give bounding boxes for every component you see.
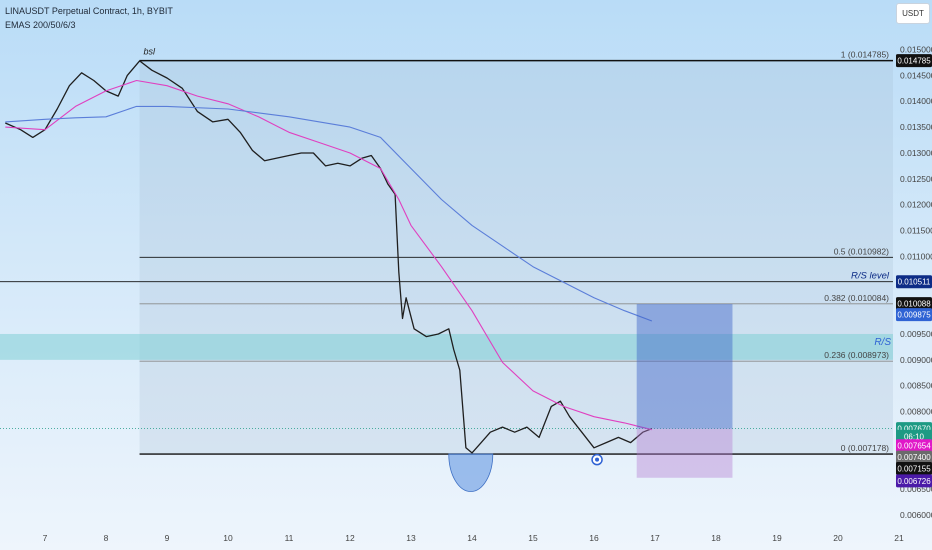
x-tick-label: 17 (650, 533, 660, 543)
price-tag-label: 0.009875 (897, 311, 931, 320)
price-tag-bg (896, 474, 932, 488)
x-tick-label: 16 (589, 533, 599, 543)
price-tag: 0.007155 (896, 461, 932, 475)
y-tick-label: 0.006500 (900, 484, 932, 494)
price-tag-bg (896, 308, 932, 322)
y-tick-label: 0.011000 (900, 251, 932, 261)
x-tick-label: 11 (285, 533, 294, 543)
rs-zone-label: R/S (874, 337, 891, 348)
x-tick-label: 21 (894, 533, 904, 543)
price-tag: 0.009875 (896, 308, 932, 322)
y-tick-label: 0.013500 (900, 122, 932, 132)
y-tick-label: 0.014500 (900, 70, 932, 80)
y-tick-label: 0.013000 (900, 148, 932, 158)
x-tick-label: 14 (467, 533, 477, 543)
x-tick-label: 19 (772, 533, 782, 543)
price-tag: 0.007654 (896, 439, 932, 453)
price-tag-label: 0.014785 (897, 57, 931, 66)
y-tick-label: 0.014000 (900, 96, 932, 106)
fib-level-label: 0.236 (0.008973) (824, 350, 889, 360)
x-tick-label: 9 (165, 533, 170, 543)
price-tag-bg (896, 54, 932, 68)
price-tag-label: 0.010511 (898, 278, 931, 287)
indicator-legend[interactable]: EMAS 200/50/6/3 (5, 20, 76, 30)
y-tick-label: 0.009500 (900, 329, 932, 339)
x-tick-label: 15 (528, 533, 538, 543)
price-tag-bg (896, 450, 932, 464)
rs-zone (0, 333, 893, 360)
chart-title: LINAUSDT Perpetual Contract, 1h, BYBIT (5, 6, 173, 16)
x-tick-label: 13 (406, 533, 416, 543)
x-tick-label: 7 (43, 533, 48, 543)
y-tick-label: 0.008000 (900, 407, 932, 417)
price-tag-label: 0.007654 (897, 442, 931, 451)
price-tag-label: 06:10 (904, 432, 925, 441)
position-stop-zone (636, 428, 733, 478)
sweep-highlight (448, 453, 494, 492)
price-tag-bg (896, 461, 932, 475)
fib-level-label: 0.382 (0.010084) (824, 293, 889, 303)
series-ema200 (5, 105, 653, 322)
y-tick-label: 0.008500 (900, 381, 932, 391)
series-price (5, 60, 653, 454)
y-tick-label: 0.006000 (900, 510, 932, 520)
y-tick-label: 0.015000 (900, 45, 932, 55)
eye-marker-pupil (595, 457, 600, 462)
price-tag: 0.007400 (896, 450, 932, 464)
fib-level-label: 0 (0.007178) (841, 443, 889, 453)
x-tick-label: 10 (223, 533, 233, 543)
y-tick-label: 0.011500 (900, 226, 932, 236)
y-tick-label: 0.009000 (900, 355, 932, 365)
x-tick-label: 8 (104, 533, 109, 543)
fib-level-label: 0.5 (0.010982) (834, 246, 889, 256)
price-tag-label: 0.010088 (897, 300, 931, 309)
fib-level-label: 1 (0.014785) (841, 50, 889, 60)
bsl-label: bsl (144, 47, 157, 57)
price-tag: 0.014785 (896, 54, 932, 68)
rs-level-label: R/S level (851, 271, 890, 282)
x-tick-label: 12 (345, 533, 355, 543)
price-tag-label: 0.007670 (897, 425, 931, 434)
price-tag-bg (896, 297, 932, 311)
price-tag-label: 0.007400 (897, 453, 931, 462)
price-tag-bg (896, 275, 932, 289)
price-tag-label: 0.006726 (897, 477, 931, 486)
position-target-zone (636, 303, 733, 429)
currency-button[interactable]: USDT (896, 3, 930, 24)
price-tag-label: 0.007155 (897, 464, 931, 473)
price-tag: 0.006726 (896, 474, 932, 488)
y-tick-label: 0.012500 (900, 174, 932, 184)
price-tag-bg (896, 439, 932, 453)
x-tick-label: 18 (711, 533, 721, 543)
y-tick-label: 0.012000 (900, 200, 932, 210)
x-tick-label: 20 (833, 533, 843, 543)
price-tag: 0.010088 (896, 297, 932, 311)
series-ema50 (5, 79, 653, 431)
price-tag: 0.010511 (896, 275, 932, 289)
